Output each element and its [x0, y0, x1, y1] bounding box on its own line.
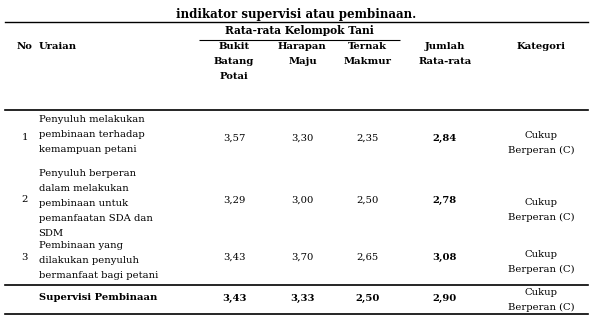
- Text: 2,84: 2,84: [433, 133, 457, 143]
- Text: pembinaan untuk: pembinaan untuk: [39, 199, 127, 208]
- Text: 2,90: 2,90: [433, 293, 457, 302]
- Text: Batang: Batang: [214, 57, 254, 66]
- Text: dilakukan penyuluh: dilakukan penyuluh: [39, 256, 139, 265]
- Text: Uraian: Uraian: [39, 42, 76, 51]
- Text: 3,00: 3,00: [291, 196, 314, 204]
- Text: 3,30: 3,30: [291, 133, 314, 143]
- Text: 3,33: 3,33: [290, 293, 315, 302]
- Text: 3,08: 3,08: [432, 253, 457, 262]
- Text: pembinaan terhadap: pembinaan terhadap: [39, 130, 144, 139]
- Text: bermanfaat bagi petani: bermanfaat bagi petani: [39, 271, 158, 280]
- Text: dalam melakukan: dalam melakukan: [39, 184, 128, 193]
- Text: indikator supervisi atau pembinaan.: indikator supervisi atau pembinaan.: [176, 8, 417, 21]
- Text: Maju: Maju: [288, 57, 317, 66]
- Text: No: No: [17, 42, 33, 51]
- Text: Makmur: Makmur: [344, 57, 391, 66]
- Text: Penyuluh berperan: Penyuluh berperan: [39, 169, 136, 178]
- Text: Cukup: Cukup: [525, 197, 557, 206]
- Text: Cukup: Cukup: [525, 249, 557, 258]
- Text: 3,43: 3,43: [223, 253, 246, 262]
- Text: Kategori: Kategori: [517, 42, 566, 51]
- Text: Bukit: Bukit: [219, 42, 250, 51]
- Text: Rata-rata: Rata-rata: [418, 57, 471, 66]
- Text: 3: 3: [21, 253, 28, 262]
- Text: Cukup: Cukup: [525, 130, 557, 139]
- Text: Berperan (C): Berperan (C): [508, 264, 575, 274]
- Text: SDM: SDM: [39, 229, 63, 238]
- Text: Berperan (C): Berperan (C): [508, 302, 575, 312]
- Text: pemanfaatan SDA dan: pemanfaatan SDA dan: [39, 214, 152, 223]
- Text: Cukup: Cukup: [525, 287, 557, 296]
- Text: Potai: Potai: [220, 72, 248, 81]
- Text: 3,29: 3,29: [223, 196, 246, 204]
- Text: 1: 1: [21, 133, 28, 143]
- Text: Penyuluh melakukan: Penyuluh melakukan: [39, 115, 144, 124]
- Text: 2,65: 2,65: [356, 253, 379, 262]
- Text: 3,70: 3,70: [291, 253, 314, 262]
- Text: 2,78: 2,78: [433, 196, 457, 204]
- Text: Jumlah: Jumlah: [425, 42, 465, 51]
- Text: Ternak: Ternak: [348, 42, 387, 51]
- Text: 3,57: 3,57: [223, 133, 246, 143]
- Text: 2,50: 2,50: [355, 293, 380, 302]
- Text: Pembinaan yang: Pembinaan yang: [39, 241, 123, 250]
- Text: kemampuan petani: kemampuan petani: [39, 145, 136, 154]
- Text: Harapan: Harapan: [278, 42, 327, 51]
- Text: Rata-rata Kelompok Tani: Rata-rata Kelompok Tani: [225, 25, 374, 36]
- Text: Berperan (C): Berperan (C): [508, 212, 575, 222]
- Text: 2: 2: [21, 196, 28, 204]
- Text: 2,50: 2,50: [356, 196, 379, 204]
- Text: 2,35: 2,35: [356, 133, 379, 143]
- Text: Supervisi Pembinaan: Supervisi Pembinaan: [39, 293, 157, 302]
- Text: 3,43: 3,43: [222, 293, 247, 302]
- Text: Berperan (C): Berperan (C): [508, 145, 575, 155]
